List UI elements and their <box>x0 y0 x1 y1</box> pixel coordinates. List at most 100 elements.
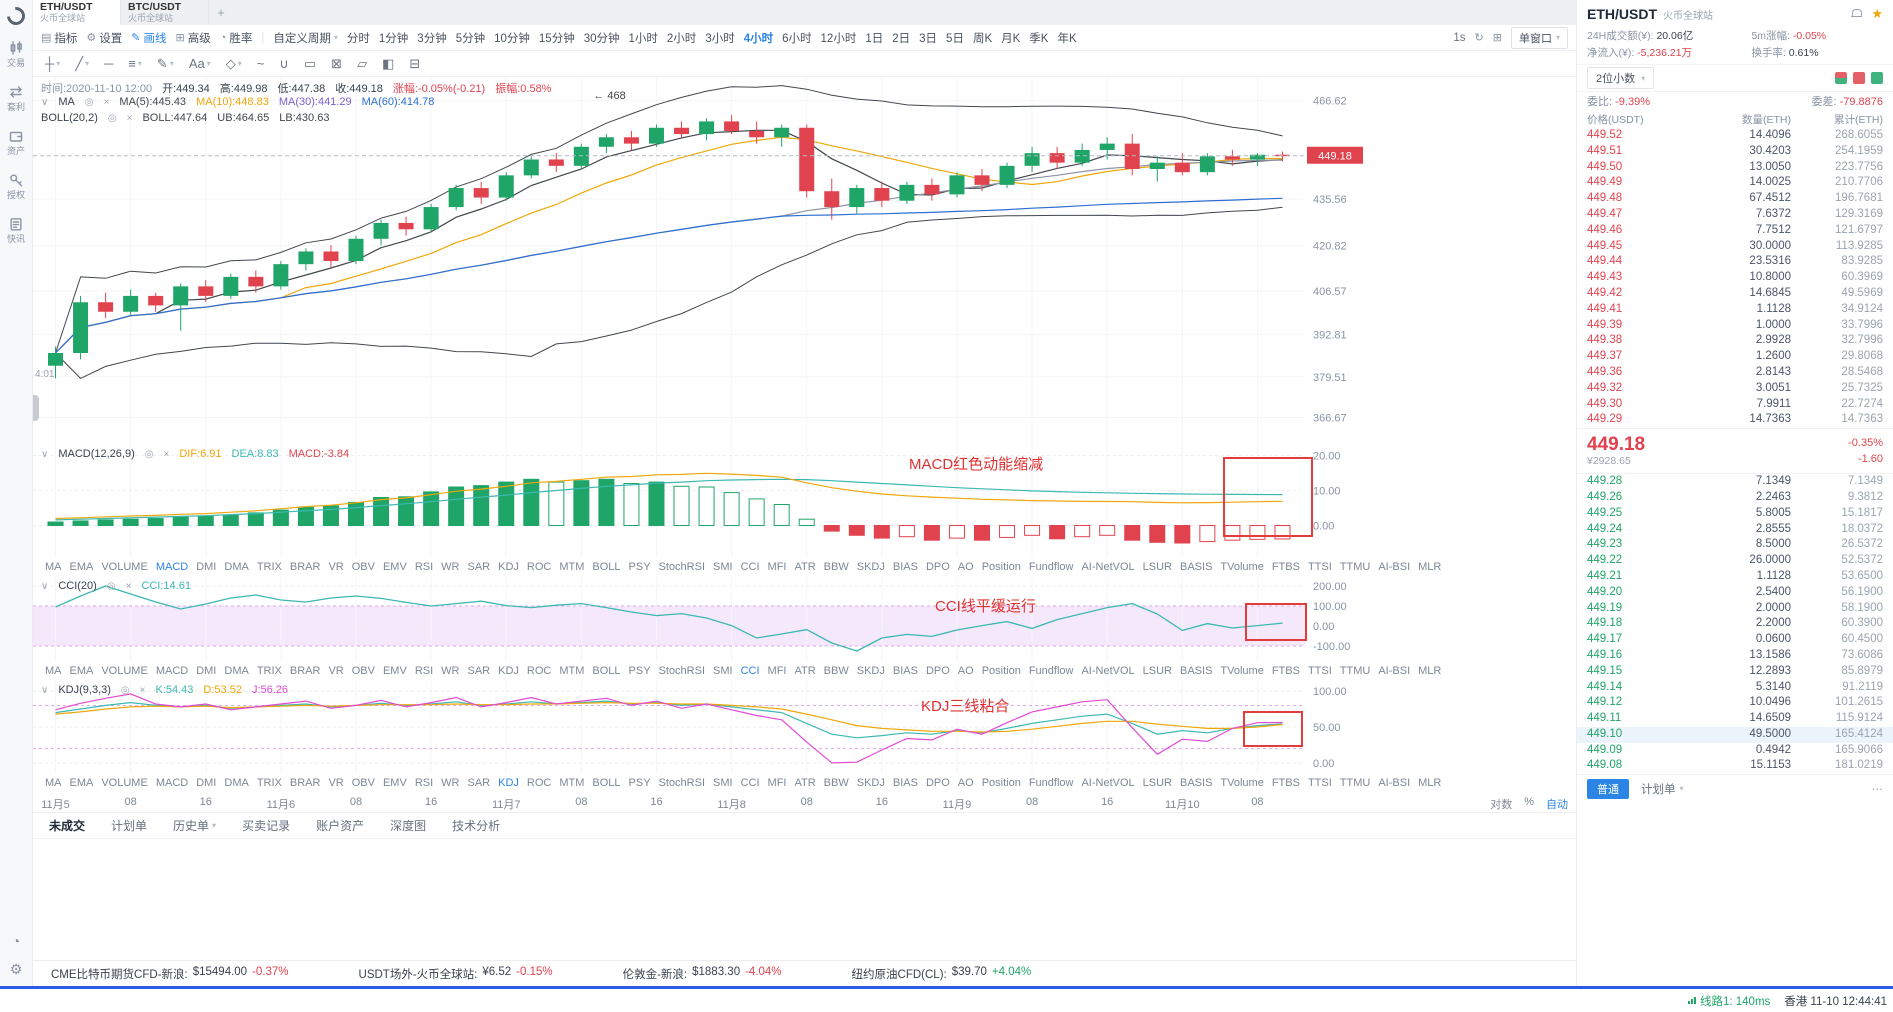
indicator-tab-kdj[interactable]: KDJ <box>498 665 519 677</box>
indicator-tab-smi[interactable]: SMI <box>713 665 733 677</box>
log-scale-toggle[interactable]: 对数 <box>1490 799 1513 811</box>
sidebar-item-authorization[interactable]: 授权 <box>7 173 25 200</box>
timeframe-option[interactable]: 2小时 <box>666 32 697 45</box>
indicator-tab-ema[interactable]: EMA <box>69 665 94 677</box>
indicator-tab-fundflow[interactable]: Fundflow <box>1028 561 1074 573</box>
ask-row[interactable]: 449.32 3.0051 25.7325 <box>1577 381 1893 397</box>
cci-panel[interactable]: 200.00 100.00 0.00 -100.00 ∨ CCI(20) ◎ × CCI:14… <box>33 577 1576 661</box>
indicator-tab-bbw[interactable]: BBW <box>823 777 849 789</box>
indicator-tab-macd[interactable]: MACD <box>155 561 189 573</box>
indicator-tab-kdj[interactable]: KDJ <box>498 561 519 573</box>
bid-row[interactable]: 449.11 14.6509 115.9124 <box>1577 711 1893 727</box>
ask-row[interactable]: 449.43 10.8000 60.3969 <box>1577 270 1893 286</box>
indicator-tab-psy[interactable]: PSY <box>628 561 651 573</box>
timeframe-option[interactable]: 1小时 <box>628 32 658 45</box>
macd-panel[interactable]: 20.00 10.00 0.00 ∨ MACD(12,26,9) ◎ × DIF:6.91 D… <box>33 445 1576 557</box>
advanced-button[interactable]: ⊞ 高级 <box>176 30 211 46</box>
indicators-button[interactable]: ▤ 指标 <box>41 30 77 46</box>
settings-button[interactable]: ⚙ 设置 <box>86 30 122 46</box>
indicator-tab-cci[interactable]: CCI <box>740 777 760 789</box>
timeframe-option[interactable]: 季K <box>1029 32 1049 45</box>
indicator-tab-cci[interactable]: CCI <box>740 665 760 677</box>
horizontal-line-icon[interactable]: ─ <box>104 56 114 71</box>
indicator-tab-ao[interactable]: AO <box>957 777 974 789</box>
indicator-tab-kdj[interactable]: KDJ <box>498 777 519 789</box>
indicator-tab-obv[interactable]: OBV <box>351 777 375 789</box>
bottom-tab-2[interactable]: 历史单 ▾ <box>173 819 217 833</box>
indicator-tab-obv[interactable]: OBV <box>351 665 375 677</box>
chevron-down-icon[interactable]: ∨ <box>41 580 49 592</box>
auto-scale-toggle[interactable]: 自动 <box>1546 799 1568 811</box>
indicator-tab-basis[interactable]: BASIS <box>1180 777 1213 789</box>
eye-icon[interactable]: ◎ <box>107 112 117 124</box>
indicator-tab-brar[interactable]: BRAR <box>289 777 321 789</box>
timeframe-option[interactable]: 3日 <box>919 32 938 45</box>
resolution-label[interactable]: 1s <box>1453 31 1466 44</box>
indicator-tab-obv[interactable]: OBV <box>351 561 375 573</box>
sidebar-item-arbitrage[interactable]: 套利 <box>7 85 25 112</box>
indicator-tab-ttsi[interactable]: TTSI <box>1307 665 1332 677</box>
cci-chart[interactable]: 200.00 100.00 0.00 -100.00 <box>33 577 1577 661</box>
kdj-panel[interactable]: 100.00 50.00 0.00 ∨ KDJ(9,3,3) ◎ × K:54.43 D:53… <box>33 681 1576 773</box>
indicator-tab-mlr[interactable]: MLR <box>1418 777 1442 789</box>
bottom-tab-3[interactable]: 买卖记录 <box>242 819 291 833</box>
ask-row[interactable]: 449.47 7.6372 129.3169 <box>1577 207 1893 223</box>
close-icon[interactable]: × <box>103 96 110 108</box>
indicator-tab-trix[interactable]: TRIX <box>256 665 282 677</box>
indicator-tab-smi[interactable]: SMI <box>713 561 733 573</box>
indicator-tab-ma[interactable]: MA <box>45 665 62 677</box>
collapse-sidebar-handle[interactable] <box>33 395 39 421</box>
indicator-tab-ma[interactable]: MA <box>45 561 62 573</box>
indicator-tab-dmi[interactable]: DMI <box>196 665 217 677</box>
indicator-tab-sar[interactable]: SAR <box>467 665 491 677</box>
indicator-tab-cci[interactable]: CCI <box>740 561 760 573</box>
timeframe-option[interactable]: 2日 <box>892 32 911 45</box>
timeframe-option[interactable]: 1分钟 <box>378 32 409 45</box>
timeframe-option[interactable]: 5日 <box>946 32 964 45</box>
lock-icon[interactable]: ⊠ <box>331 55 343 71</box>
pair-tab-eth-usdt[interactable]: ETH/USDT 火币全球站 <box>33 0 121 25</box>
bottom-tab-6[interactable]: 技术分析 <box>452 819 501 833</box>
indicator-tab-bias[interactable]: BIAS <box>892 777 918 789</box>
bid-row[interactable]: 449.21 1.1128 53.6500 <box>1577 569 1893 585</box>
period-dropdown[interactable]: 自定义周期 ▾ <box>273 30 338 46</box>
indicator-tab-bias[interactable]: BIAS <box>892 561 918 573</box>
timeframe-option[interactable]: 12小时 <box>820 32 857 45</box>
indicator-tab-sar[interactable]: SAR <box>467 777 491 789</box>
bid-row[interactable]: 449.24 2.8555 18.0372 <box>1577 522 1893 538</box>
indicator-tab-ai-bsi[interactable]: AI-BSI <box>1378 665 1411 677</box>
sidebar-item-trade[interactable]: 交易 <box>7 41 25 68</box>
indicator-tab-dma[interactable]: DMA <box>224 665 249 677</box>
ask-row[interactable]: 449.29 14.7363 14.7363 <box>1577 412 1893 428</box>
indicator-tab-bbw[interactable]: BBW <box>823 561 849 573</box>
ask-row[interactable]: 449.48 67.4512 196.7681 <box>1577 191 1893 207</box>
sidebar-item-assets[interactable]: 资产 <box>7 129 25 156</box>
indicator-tab-rsi[interactable]: RSI <box>414 665 434 677</box>
indicator-tab-ftbs[interactable]: FTBS <box>1271 561 1300 573</box>
indicator-tab-ai-bsi[interactable]: AI-BSI <box>1378 777 1411 789</box>
crosshair-icon[interactable]: ┼ ▾ <box>45 56 61 71</box>
decimals-select[interactable]: 2位小数 ▾ <box>1587 67 1655 89</box>
bid-row[interactable]: 449.18 2.2000 60.3900 <box>1577 616 1893 632</box>
indicator-tab-lsur[interactable]: LSUR <box>1142 777 1172 789</box>
indicator-tab-smi[interactable]: SMI <box>713 777 733 789</box>
bid-row[interactable]: 449.22 26.0000 52.5372 <box>1577 553 1893 569</box>
indicator-tab-mfi[interactable]: MFI <box>767 561 787 573</box>
timeframe-option[interactable]: 年K <box>1057 32 1077 45</box>
indicator-tab-sar[interactable]: SAR <box>467 561 491 573</box>
ask-row[interactable]: 449.39 1.0000 33.7996 <box>1577 318 1893 334</box>
measure-icon[interactable]: ▭ <box>303 55 317 71</box>
indicator-tab-ao[interactable]: AO <box>957 665 974 677</box>
indicator-tab-basis[interactable]: BASIS <box>1180 665 1213 677</box>
network-status[interactable]: 线路1: 140ms <box>1687 993 1770 1009</box>
indicator-tab-brar[interactable]: BRAR <box>289 665 321 677</box>
bid-row[interactable]: 449.17 0.0600 60.4500 <box>1577 632 1893 648</box>
indicator-tab-psy[interactable]: PSY <box>628 777 651 789</box>
brush-icon[interactable]: ✎ ▾ <box>156 55 174 71</box>
chevron-down-icon[interactable]: ∨ <box>41 96 49 108</box>
indicator-tab-psy[interactable]: PSY <box>628 665 651 677</box>
ask-row[interactable]: 449.36 2.8143 28.5468 <box>1577 365 1893 381</box>
indicator-tab-ftbs[interactable]: FTBS <box>1271 777 1300 789</box>
indicator-tab-position[interactable]: Position <box>981 561 1021 573</box>
ask-row[interactable]: 449.38 2.9928 32.7996 <box>1577 333 1893 349</box>
